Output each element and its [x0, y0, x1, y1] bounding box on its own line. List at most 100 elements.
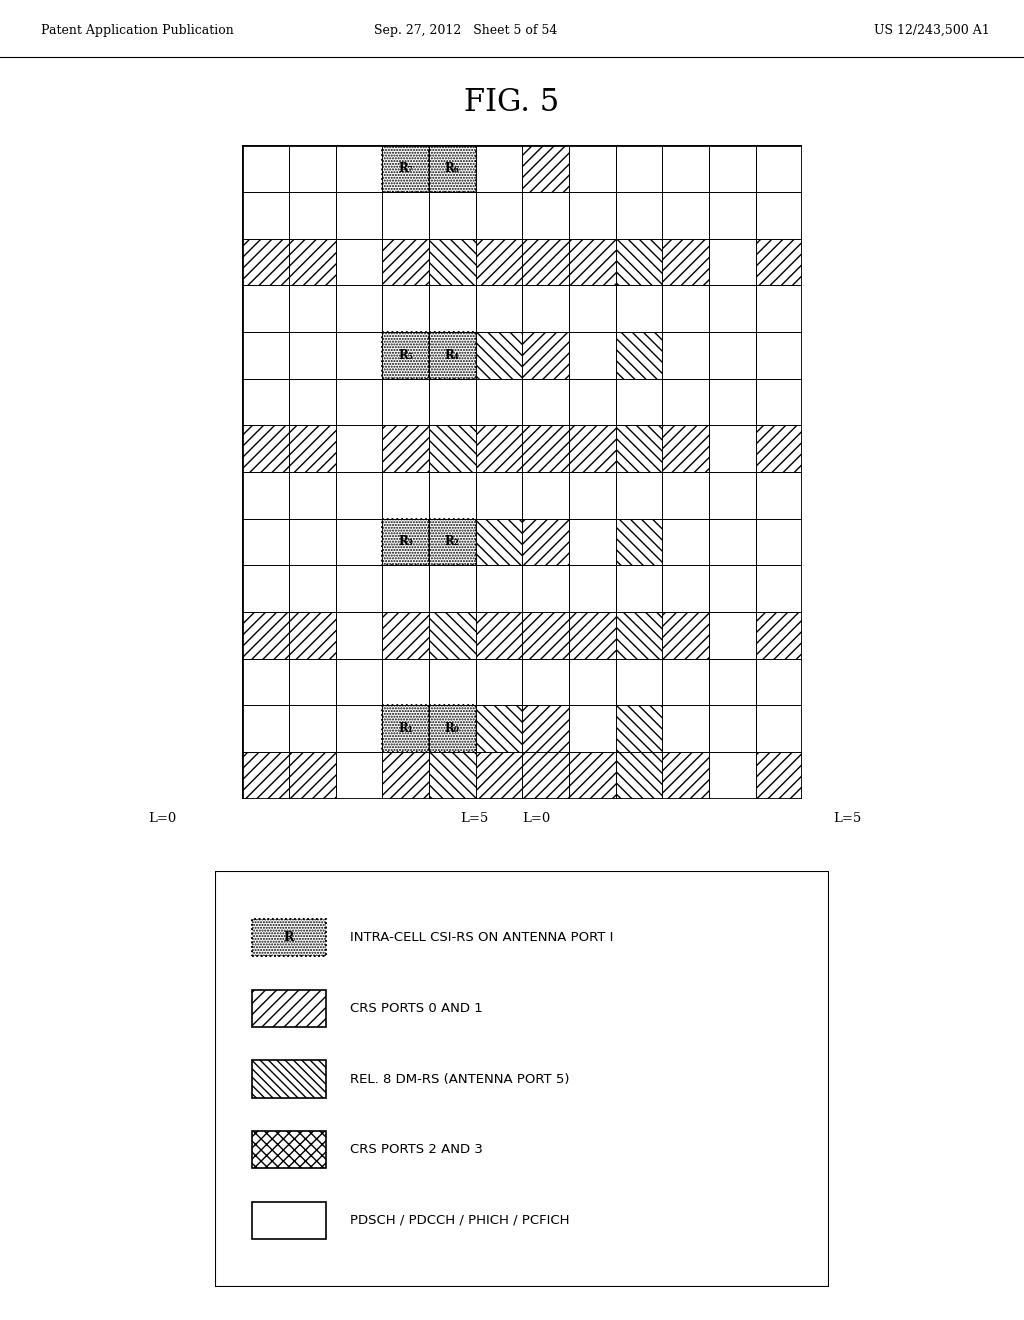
- Bar: [382, 425, 429, 471]
- Bar: [522, 379, 569, 425]
- Bar: [615, 331, 663, 379]
- Text: R₁: R₁: [398, 722, 413, 735]
- Bar: [756, 612, 802, 659]
- Bar: [336, 565, 382, 612]
- Bar: [382, 705, 429, 752]
- Bar: [709, 145, 756, 191]
- Bar: [336, 145, 382, 191]
- Bar: [615, 425, 663, 471]
- Bar: [615, 331, 663, 379]
- Bar: [663, 565, 709, 612]
- Bar: [756, 471, 802, 519]
- Bar: [475, 239, 522, 285]
- Bar: [663, 752, 709, 799]
- Text: US 12/243,500 A1: US 12/243,500 A1: [873, 24, 990, 37]
- Bar: [252, 990, 326, 1027]
- Text: CRS PORTS 2 AND 3: CRS PORTS 2 AND 3: [350, 1143, 483, 1156]
- Bar: [756, 331, 802, 379]
- Bar: [709, 519, 756, 565]
- Bar: [336, 612, 382, 659]
- Bar: [243, 705, 289, 752]
- Bar: [243, 239, 289, 285]
- Bar: [756, 425, 802, 471]
- Bar: [569, 145, 615, 191]
- Bar: [569, 705, 615, 752]
- Bar: [569, 752, 615, 799]
- Bar: [475, 612, 522, 659]
- Bar: [522, 565, 569, 612]
- Text: R₆: R₆: [444, 162, 460, 176]
- Bar: [429, 565, 475, 612]
- Bar: [663, 285, 709, 331]
- Bar: [522, 705, 569, 752]
- Bar: [382, 705, 429, 752]
- Bar: [336, 285, 382, 331]
- Bar: [615, 239, 663, 285]
- Bar: [336, 519, 382, 565]
- Bar: [663, 705, 709, 752]
- Bar: [336, 659, 382, 705]
- Bar: [429, 705, 475, 752]
- Bar: [252, 1131, 326, 1168]
- Bar: [663, 471, 709, 519]
- Bar: [756, 519, 802, 565]
- Bar: [615, 145, 663, 191]
- Bar: [475, 565, 522, 612]
- Bar: [289, 425, 336, 471]
- Bar: [756, 285, 802, 331]
- Bar: [382, 379, 429, 425]
- Bar: [663, 379, 709, 425]
- Bar: [289, 331, 336, 379]
- Bar: [756, 659, 802, 705]
- Bar: [289, 519, 336, 565]
- Bar: [663, 425, 709, 471]
- Bar: [709, 191, 756, 239]
- Bar: [569, 612, 615, 659]
- Bar: [569, 425, 615, 471]
- Bar: [429, 705, 475, 752]
- Bar: [289, 239, 336, 285]
- Bar: [336, 191, 382, 239]
- Bar: [429, 331, 475, 379]
- Bar: [475, 379, 522, 425]
- Bar: [243, 612, 289, 659]
- Bar: [429, 331, 475, 379]
- Bar: [709, 752, 756, 799]
- Bar: [429, 659, 475, 705]
- Bar: [569, 519, 615, 565]
- Bar: [756, 752, 802, 799]
- Bar: [475, 612, 522, 659]
- Bar: [756, 191, 802, 239]
- Bar: [289, 612, 336, 659]
- Bar: [709, 239, 756, 285]
- Bar: [569, 752, 615, 799]
- Bar: [429, 705, 475, 752]
- Bar: [522, 145, 569, 191]
- Bar: [522, 612, 569, 659]
- Bar: [615, 519, 663, 565]
- Bar: [336, 752, 382, 799]
- Bar: [475, 752, 522, 799]
- Bar: [382, 145, 429, 191]
- Text: R₃: R₃: [398, 536, 413, 548]
- Bar: [243, 752, 289, 799]
- Bar: [615, 612, 663, 659]
- Bar: [429, 519, 475, 565]
- Bar: [475, 519, 522, 565]
- Bar: [475, 425, 522, 471]
- Bar: [252, 1060, 326, 1098]
- Text: R₀: R₀: [444, 722, 460, 735]
- Bar: [243, 239, 289, 285]
- Bar: [615, 239, 663, 285]
- Bar: [289, 752, 336, 799]
- Bar: [289, 612, 336, 659]
- Bar: [475, 239, 522, 285]
- Bar: [429, 425, 475, 471]
- Bar: [336, 705, 382, 752]
- Bar: [522, 285, 569, 331]
- Bar: [615, 425, 663, 471]
- Bar: [475, 752, 522, 799]
- Bar: [709, 565, 756, 612]
- Bar: [289, 612, 336, 659]
- Bar: [522, 752, 569, 799]
